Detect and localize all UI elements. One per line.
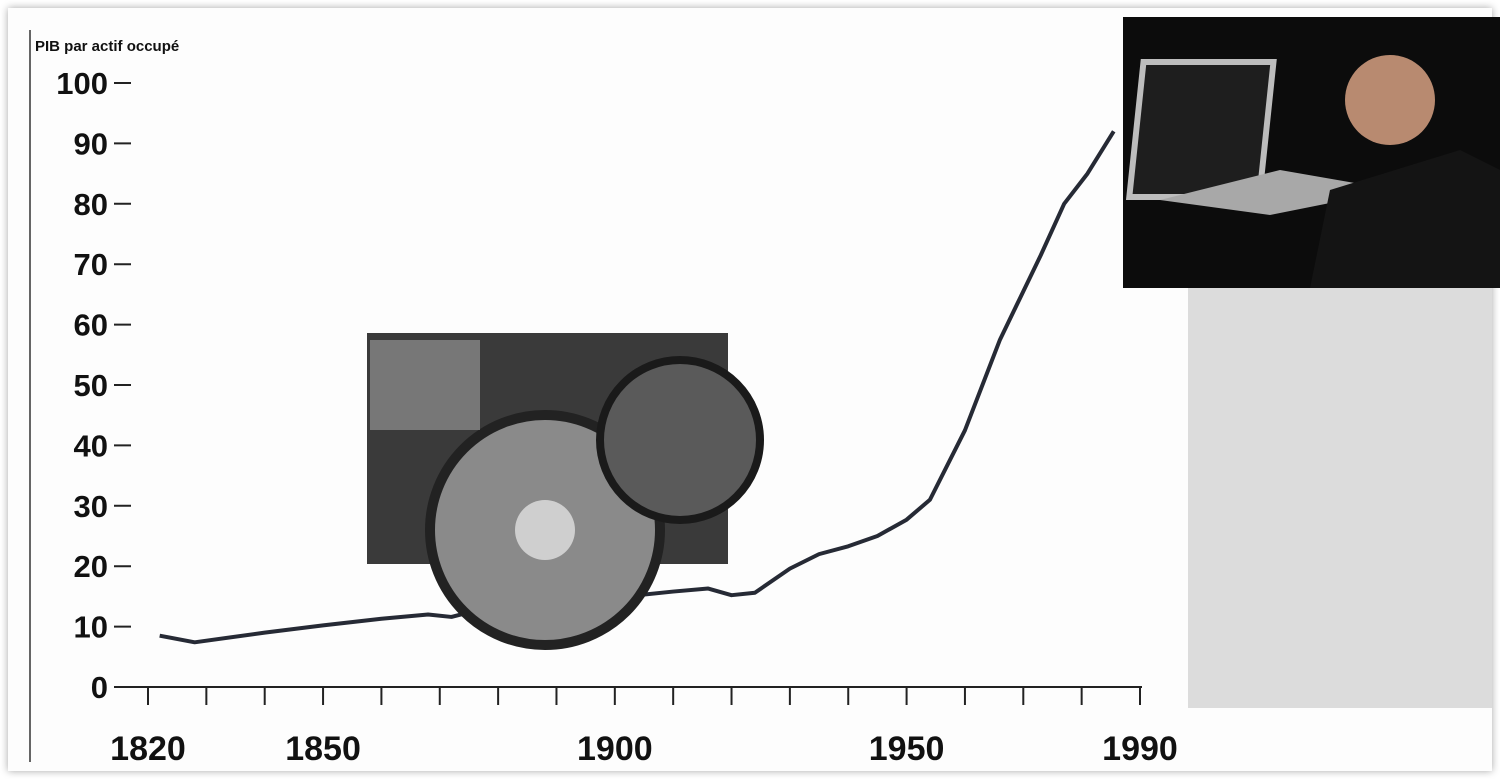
y-tick-label: 80: [74, 187, 108, 222]
gears-photo: [367, 333, 764, 650]
y-tick-label: 90: [74, 126, 108, 161]
y-tick-label: 40: [74, 428, 108, 463]
y-tick-label: 60: [74, 308, 108, 343]
x-tick-label: 1850: [285, 730, 361, 768]
y-axis-title: PIB par actif occupé: [35, 38, 179, 55]
gray-panel: [1188, 288, 1492, 708]
y-tick-label: 10: [74, 610, 108, 645]
x-tick-label: 1900: [577, 730, 653, 768]
y-tick-label: 30: [74, 489, 108, 524]
y-tick-label: 100: [56, 66, 108, 101]
x-tick-label: 1950: [869, 730, 945, 768]
data-line: [159, 130, 1116, 645]
y-tick-label: 70: [74, 247, 108, 282]
x-tick-label: 1990: [1102, 730, 1178, 768]
laptop-photo: [1123, 17, 1500, 288]
y-tick-label: 0: [91, 670, 108, 705]
x-tick-label: 1820: [110, 730, 186, 768]
plot: 0 10 20 30 40 50 60 70 80 90 100 1820 1850 1900 1950 19…: [56, 66, 1178, 768]
y-tick-label: 20: [74, 549, 108, 584]
y-tick-label: 50: [74, 368, 108, 403]
